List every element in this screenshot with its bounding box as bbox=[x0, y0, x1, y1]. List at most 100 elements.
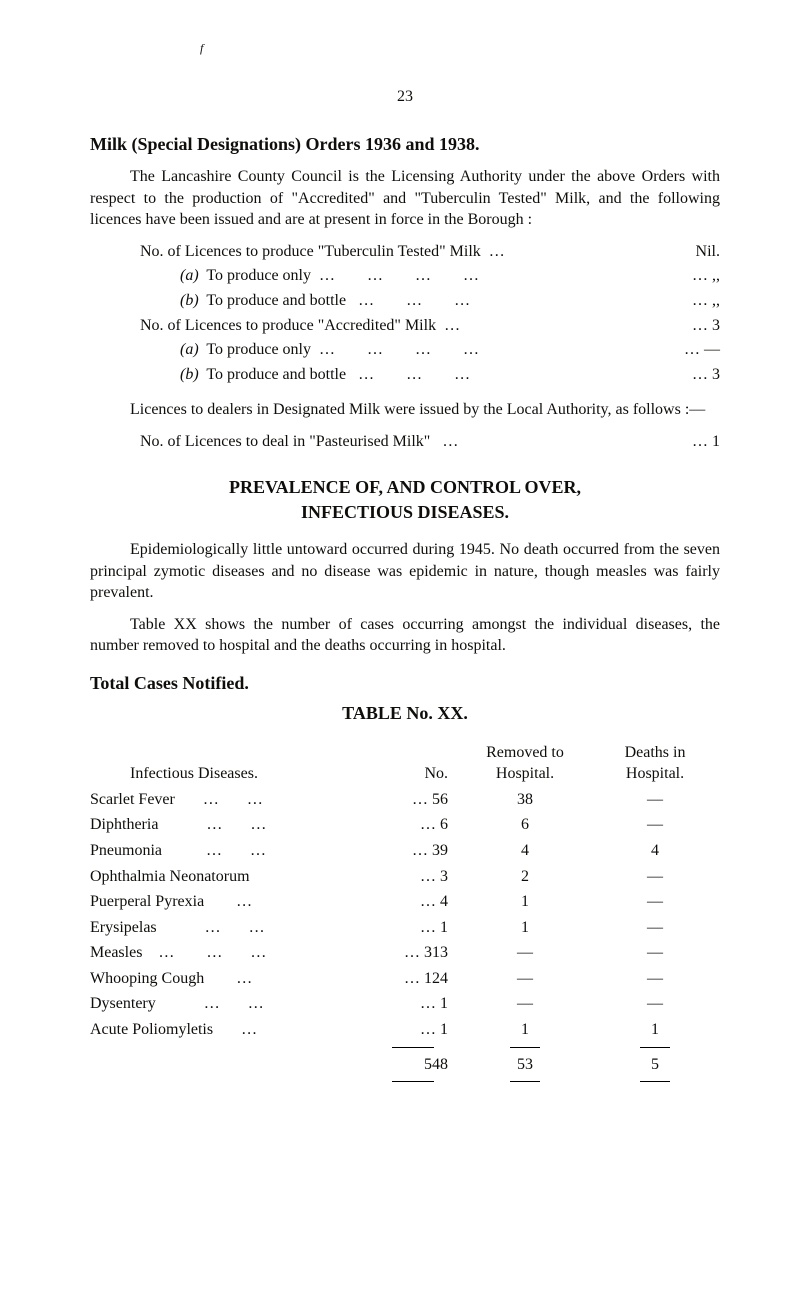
cell-name: Ophthalmia Neonatorum bbox=[90, 864, 378, 890]
licence-label: (b) To produce and bottle … … … bbox=[180, 290, 470, 312]
cell-removed: — bbox=[460, 991, 590, 1017]
cell-removed: — bbox=[460, 940, 590, 966]
cell-removed: 1 bbox=[460, 915, 590, 941]
total-deaths: 5 bbox=[590, 1052, 720, 1078]
licence-label: (b) To produce and bottle … … … bbox=[180, 364, 470, 386]
milk-para1-text: The Lancashire County Council is the Lic… bbox=[90, 168, 720, 228]
table-row: Ophthalmia Neonatorum… 32— bbox=[90, 864, 720, 890]
col-header-deaths-l1: Deaths in bbox=[625, 744, 686, 761]
prev-para1-text: Epidemiologically little untoward occurr… bbox=[90, 541, 720, 601]
table-row: Scarlet Fever … …… 5638— bbox=[90, 787, 720, 813]
prevalence-paragraph-1: Epidemiologically little untoward occurr… bbox=[90, 539, 720, 604]
licence-value: … 3 bbox=[682, 315, 720, 337]
cell-removed: 6 bbox=[460, 812, 590, 838]
licence-value: … 3 bbox=[682, 364, 720, 386]
licence-value: … ,, bbox=[682, 290, 720, 312]
total-cases-heading: Total Cases Notified. bbox=[90, 671, 720, 695]
licence-row: (a) To produce only … … … … … ,, bbox=[90, 265, 720, 287]
table-rule-row bbox=[90, 1077, 720, 1086]
cell-name: Erysipelas … … bbox=[90, 915, 378, 941]
diseases-table: Infectious Diseases. No. Removed to Hosp… bbox=[90, 740, 720, 1087]
cell-removed: — bbox=[460, 966, 590, 992]
cell-removed: 1 bbox=[460, 1017, 590, 1043]
licence-label: No. of Licences to produce "Tuberculin T… bbox=[140, 241, 505, 263]
total-removed: 53 bbox=[460, 1052, 590, 1078]
table-rule-row bbox=[90, 1043, 720, 1052]
cell-no: … 4 bbox=[378, 889, 460, 915]
col-header-removed: Removed to Hospital. bbox=[460, 740, 590, 787]
licence-value: Nil. bbox=[686, 241, 720, 263]
cell-name: Puerperal Pyrexia … bbox=[90, 889, 378, 915]
licence-row: (b) To produce and bottle … … … … ,, bbox=[90, 290, 720, 312]
top-stray-mark: f bbox=[200, 40, 720, 56]
licence-value: … 1 bbox=[682, 431, 720, 453]
cell-deaths: — bbox=[590, 864, 720, 890]
licence-row: (a) To produce only … … … … … — bbox=[90, 339, 720, 361]
licence-row: No. of Licences to produce "Accredited" … bbox=[90, 315, 720, 337]
licence-row: No. of Licences to deal in "Pasteurised … bbox=[90, 431, 720, 453]
licence-value: … ,, bbox=[682, 265, 720, 287]
cell-name: Scarlet Fever … … bbox=[90, 787, 378, 813]
cell-no: … 39 bbox=[378, 838, 460, 864]
cell-deaths: — bbox=[590, 787, 720, 813]
col-header-deaths-l2: Hospital. bbox=[626, 765, 684, 782]
cell-removed: 4 bbox=[460, 838, 590, 864]
table-row: Acute Poliomyletis …… 111 bbox=[90, 1017, 720, 1043]
cell-deaths: — bbox=[590, 991, 720, 1017]
licence-row: (b) To produce and bottle … … … … 3 bbox=[90, 364, 720, 386]
cell-removed: 2 bbox=[460, 864, 590, 890]
cell-removed: 1 bbox=[460, 889, 590, 915]
cell-no: … 124 bbox=[378, 966, 460, 992]
table-row: Whooping Cough …… 124—— bbox=[90, 966, 720, 992]
licence-value: … — bbox=[674, 339, 720, 361]
table-body: Scarlet Fever … …… 5638—Diphtheria … …… … bbox=[90, 787, 720, 1043]
licence-list: No. of Licences to produce "Tuberculin T… bbox=[90, 241, 720, 386]
cell-name: Measles … … … bbox=[90, 940, 378, 966]
cell-no: … 6 bbox=[378, 812, 460, 838]
table-row: Pneumonia … …… 3944 bbox=[90, 838, 720, 864]
total-no: 548 bbox=[378, 1052, 460, 1078]
cell-name: Dysentery … … bbox=[90, 991, 378, 1017]
licence-label: No. of Licences to produce "Accredited" … bbox=[140, 315, 460, 337]
table-row: Erysipelas … …… 11— bbox=[90, 915, 720, 941]
page-number: 23 bbox=[90, 86, 720, 108]
cell-deaths: — bbox=[590, 889, 720, 915]
col-header-diseases: Infectious Diseases. bbox=[90, 740, 378, 787]
table-row: Measles … … …… 313—— bbox=[90, 940, 720, 966]
cell-deaths: 4 bbox=[590, 838, 720, 864]
licence-row: No. of Licences to produce "Tuberculin T… bbox=[90, 241, 720, 263]
cell-deaths: — bbox=[590, 812, 720, 838]
milk-heading: Milk (Special Designations) Orders 1936 … bbox=[90, 132, 720, 156]
licence-list-2: No. of Licences to deal in "Pasteurised … bbox=[90, 431, 720, 453]
cell-deaths: 1 bbox=[590, 1017, 720, 1043]
cell-name: Whooping Cough … bbox=[90, 966, 378, 992]
table-row: Diphtheria … …… 66— bbox=[90, 812, 720, 838]
cell-no: … 1 bbox=[378, 1017, 460, 1043]
cell-deaths: — bbox=[590, 966, 720, 992]
table-total-row: 548 53 5 bbox=[90, 1052, 720, 1078]
cell-deaths: — bbox=[590, 940, 720, 966]
table-row: Puerperal Pyrexia …… 41— bbox=[90, 889, 720, 915]
cell-no: … 1 bbox=[378, 991, 460, 1017]
cell-name: Pneumonia … … bbox=[90, 838, 378, 864]
milk-paragraph-1: The Lancashire County Council is the Lic… bbox=[90, 166, 720, 231]
col-header-removed-l2: Hospital. bbox=[496, 765, 554, 782]
cell-no: … 3 bbox=[378, 864, 460, 890]
col-header-no: No. bbox=[378, 740, 460, 787]
licence-label: No. of Licences to deal in "Pasteurised … bbox=[140, 431, 458, 453]
prev-para2-text: Table XX shows the number of cases occur… bbox=[90, 616, 720, 655]
prevalence-paragraph-2: Table XX shows the number of cases occur… bbox=[90, 614, 720, 657]
licence-label: (a) To produce only … … … … bbox=[180, 339, 479, 361]
cell-deaths: — bbox=[590, 915, 720, 941]
milk-paragraph-2: Licences to dealers in Designated Milk w… bbox=[90, 399, 720, 421]
prevalence-heading-line1: PREVALENCE OF, AND CONTROL OVER, bbox=[229, 477, 581, 497]
prevalence-heading-line2: INFECTIOUS DISEASES. bbox=[301, 502, 509, 522]
cell-no: … 1 bbox=[378, 915, 460, 941]
prevalence-heading: PREVALENCE OF, AND CONTROL OVER, INFECTI… bbox=[90, 475, 720, 525]
col-header-deaths: Deaths in Hospital. bbox=[590, 740, 720, 787]
table-row: Dysentery … …… 1—— bbox=[90, 991, 720, 1017]
cell-no: … 313 bbox=[378, 940, 460, 966]
col-header-removed-l1: Removed to bbox=[486, 744, 564, 761]
milk-para2-text: Licences to dealers in Designated Milk w… bbox=[130, 401, 705, 418]
licence-label: (a) To produce only … … … … bbox=[180, 265, 479, 287]
